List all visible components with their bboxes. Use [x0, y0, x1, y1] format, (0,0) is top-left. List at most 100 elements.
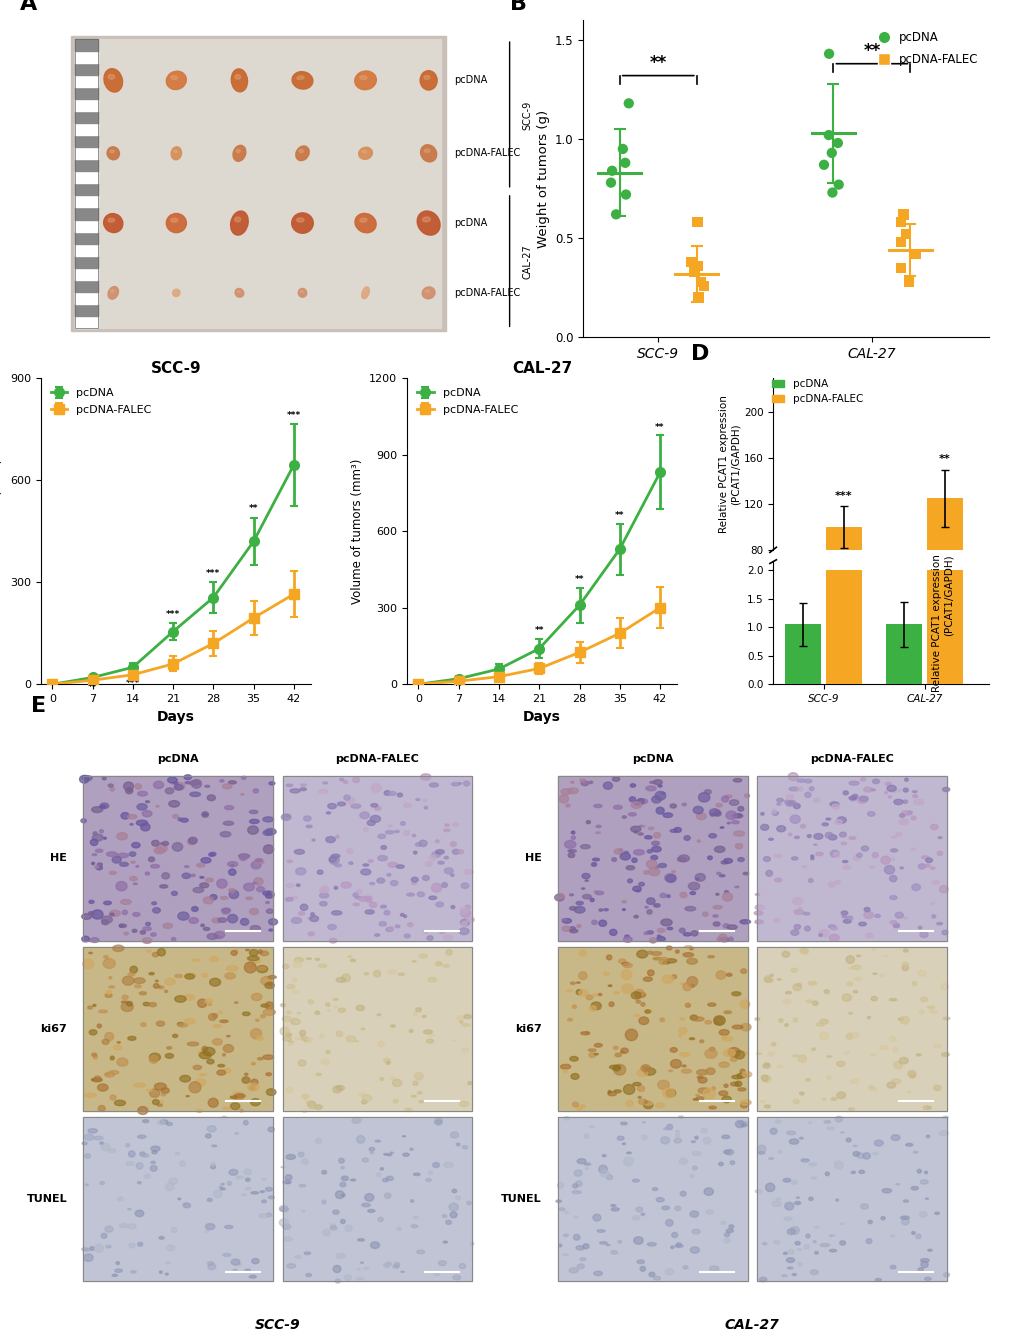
Ellipse shape: [810, 982, 816, 984]
Ellipse shape: [668, 1071, 672, 1072]
Ellipse shape: [101, 1143, 110, 1151]
Ellipse shape: [848, 781, 858, 785]
Ellipse shape: [119, 1223, 127, 1227]
Point: [689, 212, 705, 233]
Ellipse shape: [785, 992, 791, 994]
Ellipse shape: [754, 919, 762, 923]
Ellipse shape: [361, 1100, 367, 1104]
Ellipse shape: [846, 1033, 852, 1040]
Ellipse shape: [93, 1005, 96, 1006]
Ellipse shape: [385, 831, 393, 833]
Ellipse shape: [902, 800, 907, 804]
Ellipse shape: [708, 833, 715, 838]
Ellipse shape: [340, 882, 351, 888]
Ellipse shape: [417, 1250, 424, 1254]
Ellipse shape: [852, 1151, 859, 1156]
Ellipse shape: [571, 1073, 579, 1079]
Ellipse shape: [286, 985, 294, 989]
Ellipse shape: [258, 967, 266, 970]
Ellipse shape: [709, 1048, 714, 1051]
Ellipse shape: [177, 1198, 180, 1199]
Ellipse shape: [229, 1170, 237, 1175]
Ellipse shape: [294, 1037, 302, 1040]
Ellipse shape: [110, 150, 114, 153]
Ellipse shape: [220, 896, 227, 899]
Ellipse shape: [371, 784, 381, 792]
Ellipse shape: [191, 874, 195, 876]
Ellipse shape: [369, 1147, 374, 1151]
Ellipse shape: [360, 75, 367, 79]
Ellipse shape: [651, 796, 660, 803]
Ellipse shape: [286, 1264, 296, 1268]
Ellipse shape: [671, 1246, 674, 1249]
Ellipse shape: [205, 1223, 215, 1230]
Ellipse shape: [860, 777, 865, 781]
Ellipse shape: [557, 1182, 564, 1189]
Ellipse shape: [367, 1210, 375, 1213]
Ellipse shape: [192, 780, 202, 788]
Ellipse shape: [357, 1136, 365, 1143]
Ellipse shape: [870, 789, 874, 791]
Ellipse shape: [383, 1059, 389, 1063]
Ellipse shape: [638, 882, 644, 886]
Bar: [926, 498, 962, 549]
Ellipse shape: [636, 1069, 647, 1076]
Ellipse shape: [411, 1095, 416, 1097]
Ellipse shape: [420, 71, 437, 90]
Ellipse shape: [291, 71, 313, 88]
Ellipse shape: [775, 1065, 782, 1068]
Ellipse shape: [150, 1166, 157, 1171]
Ellipse shape: [792, 1273, 796, 1276]
Text: Relative PCAT1 expression
(PCAT1/GAPDH): Relative PCAT1 expression (PCAT1/GAPDH): [931, 555, 953, 691]
Ellipse shape: [871, 947, 874, 950]
Ellipse shape: [562, 1069, 567, 1072]
Ellipse shape: [159, 1237, 164, 1240]
Ellipse shape: [206, 878, 213, 882]
Ellipse shape: [174, 974, 182, 977]
Ellipse shape: [143, 927, 151, 930]
Ellipse shape: [762, 1242, 766, 1245]
Ellipse shape: [100, 805, 106, 808]
Ellipse shape: [172, 289, 179, 296]
Ellipse shape: [413, 1081, 418, 1085]
Ellipse shape: [743, 872, 748, 875]
Point: [892, 232, 908, 253]
Ellipse shape: [165, 1053, 173, 1059]
Ellipse shape: [384, 791, 390, 795]
Ellipse shape: [566, 804, 570, 807]
Ellipse shape: [889, 895, 896, 899]
Ellipse shape: [222, 910, 229, 914]
Bar: [74, 75, 98, 87]
Ellipse shape: [762, 1064, 769, 1068]
Ellipse shape: [845, 955, 854, 963]
Ellipse shape: [443, 829, 449, 832]
Bar: [74, 208, 98, 220]
Ellipse shape: [699, 1040, 703, 1043]
Point: [822, 142, 839, 163]
Ellipse shape: [640, 1213, 644, 1215]
Ellipse shape: [424, 149, 429, 153]
Ellipse shape: [147, 950, 151, 953]
Ellipse shape: [330, 1226, 336, 1230]
Ellipse shape: [377, 1014, 380, 1016]
Ellipse shape: [208, 1002, 211, 1005]
Ellipse shape: [660, 1136, 668, 1144]
Ellipse shape: [757, 1146, 765, 1152]
Ellipse shape: [732, 813, 742, 817]
Ellipse shape: [619, 848, 622, 852]
Ellipse shape: [263, 844, 273, 854]
Ellipse shape: [253, 882, 257, 884]
Ellipse shape: [412, 961, 416, 962]
Ellipse shape: [189, 918, 198, 923]
Bar: [74, 39, 441, 328]
Ellipse shape: [85, 1249, 90, 1252]
Ellipse shape: [184, 866, 189, 867]
Ellipse shape: [458, 850, 463, 854]
Ellipse shape: [570, 982, 575, 985]
Ellipse shape: [912, 1151, 917, 1154]
Ellipse shape: [321, 1059, 329, 1065]
Ellipse shape: [260, 1191, 264, 1193]
Ellipse shape: [868, 1085, 872, 1089]
Ellipse shape: [207, 1126, 216, 1132]
Ellipse shape: [648, 827, 653, 829]
